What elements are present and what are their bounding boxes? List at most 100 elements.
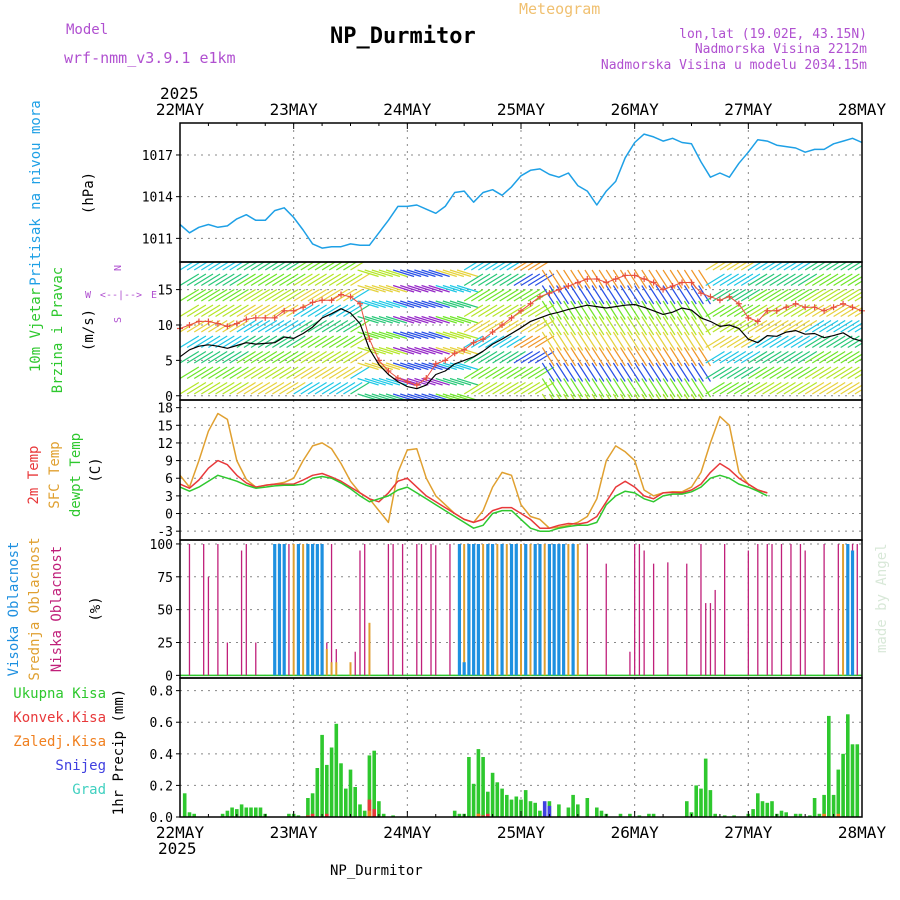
wind-barb [257,304,278,318]
wind-barb [847,338,862,349]
wind-barb [442,284,465,293]
wind-barb [236,366,256,380]
wind-barb [634,378,648,398]
wind-barb [392,362,415,371]
wind-barb [627,285,640,305]
gust-marker [849,304,856,311]
wind-barb [683,378,697,398]
wind-barb [279,381,299,395]
wind-barb [506,366,526,380]
time-label-top: 23MAY [270,100,319,119]
wind-barb [605,300,619,320]
wind-barb [563,300,577,320]
wind-barb [534,319,555,333]
wind-barb [769,335,789,349]
total-precip-bar [595,807,599,817]
wind-barb [506,304,526,318]
total-precip-bar [490,772,495,817]
wind-barb [463,288,484,302]
wind-barb [463,273,484,287]
wind-barb [414,300,436,309]
wind-barb [577,331,591,351]
wind-barb [520,304,541,318]
wind-barb [328,262,344,271]
wind-barb [343,335,363,349]
wind-barb [548,269,562,289]
total-precip-bar [784,812,788,817]
total-precip-bar [372,750,376,817]
gust-marker [300,304,307,311]
wind-barb [485,366,505,380]
wind-barb [811,273,832,287]
wind-barb [762,319,782,333]
wind-barb [556,300,569,320]
wind-barb [840,319,860,333]
wind-barb [300,381,320,395]
wind-barb [314,262,330,271]
wind-barb [286,288,306,302]
wind-barb [655,269,669,289]
wind-barb [243,350,264,364]
wind-barb [733,381,754,395]
total-precip-bar [467,757,471,817]
wind-barb [847,262,862,271]
wind-barb [243,304,264,318]
y-tick-label: 3 [165,490,173,505]
wind-barb [257,319,278,333]
total-precip-bar [187,812,192,817]
wind-barb [478,366,498,380]
wind-barb [236,335,256,349]
wind-barb [343,381,363,395]
wind-barb [378,269,401,278]
wind-barb [662,300,676,320]
wind-barb [762,335,782,349]
wind-barb [698,316,712,336]
wind-barb [563,347,577,367]
wind-barb [193,350,214,364]
wind-barb [527,273,548,287]
wind-barb [478,350,498,364]
gust-marker [565,283,572,290]
wind-barb [719,381,740,395]
wind-barb [286,319,306,333]
gust-marker [669,283,676,290]
wind-barb [563,378,577,398]
wind-barb [407,284,429,293]
wind-barb [690,347,704,367]
total-precip-bar [353,787,357,817]
time-label-bottom: 26MAY [611,823,660,842]
y-tick-label: 6 [165,472,173,487]
wind-barb [769,288,789,302]
wind-barb [726,366,747,380]
wind-barb [485,350,505,364]
wind-barb [819,262,834,271]
wind-barb [740,381,761,395]
wind-barb [208,366,228,380]
wind-barb [804,381,825,395]
wind-barb [598,285,612,305]
wind-barb [755,366,775,380]
wind-barb [449,284,472,293]
wind-barb [690,378,704,398]
wind-barb [662,347,676,367]
wind-barb [321,288,342,302]
wind-barb [180,381,200,395]
wind-barb [293,319,313,333]
wind-barb [733,319,754,333]
wind-barb [414,269,436,278]
wind-barb [698,362,712,382]
gust-marker [660,286,667,293]
wind-barb [648,269,662,289]
wind-barb [272,288,292,302]
wind-barb [335,335,356,349]
mid-cloud-axis-label: Srednja Oblacnost [27,537,43,680]
wind-barb [314,366,335,380]
wind-barb [740,262,756,271]
wind-barb [556,269,569,289]
wind-barb [755,319,775,333]
wind-barb [328,304,349,318]
wind-barb [612,316,626,336]
gust-marker [622,272,629,279]
wind-barb [229,273,249,287]
direction-north-label: N [113,265,124,271]
